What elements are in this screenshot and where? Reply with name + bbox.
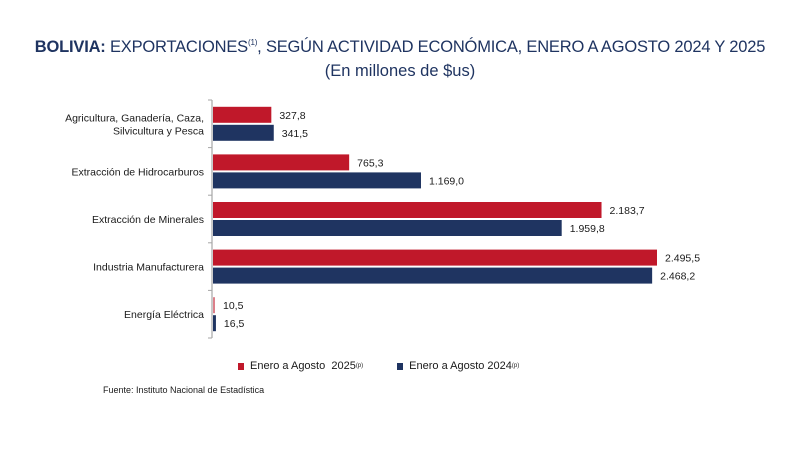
data-label: 2.468,2 — [660, 271, 695, 283]
bar-2025 — [213, 154, 350, 171]
legend-note-2024: (p) — [511, 363, 520, 369]
title-footnote-mark: (1) — [247, 38, 258, 47]
bar-2024 — [213, 124, 274, 141]
category-label: Silvicultura y Pesca — [113, 125, 204, 137]
data-label: 341,5 — [282, 128, 308, 140]
bar-2024 — [213, 220, 562, 236]
category-label: Industria Manufacturera — [93, 262, 204, 274]
category-label: Energía Eléctrica — [124, 309, 204, 321]
data-label: 1.169,0 — [429, 175, 464, 187]
legend-item-2024: Enero a Agosto 2024 (p) — [397, 360, 519, 372]
bar-2024 — [213, 172, 421, 189]
legend-swatch-2024 — [397, 362, 404, 370]
data-label: 10,5 — [223, 300, 244, 312]
category-label: Extracción de Hidrocarburos — [72, 166, 204, 178]
bar-2025 — [213, 249, 657, 266]
bar-2025 — [213, 202, 602, 218]
bar-2025 — [213, 297, 215, 314]
category-label: Agricultura, Ganadería, Caza, — [65, 112, 204, 124]
title-tail: , SEGÚN ACTIVIDAD ECONÓMICA, ENERO A AGO… — [257, 38, 766, 56]
data-label: 16,5 — [224, 318, 245, 330]
source-note: Fuente: Instituto Nacional de Estadístic… — [103, 385, 265, 395]
legend: Enero a Agosto 2025 (p) Enero a Agosto 20… — [238, 360, 519, 372]
data-label: 2.495,5 — [665, 253, 700, 265]
category-label: Extracción de Minerales — [92, 214, 204, 226]
chart-subtitle: (En millones de $us) — [324, 62, 476, 80]
data-label: 327,8 — [279, 110, 305, 122]
legend-item-2025: Enero a Agosto 2025 (p) — [238, 360, 363, 372]
bar-2024 — [213, 315, 216, 332]
chart-title: BOLIVIA: EXPORTACIONES(1), SEGÚN ACTIVID… — [0, 38, 800, 57]
legend-swatch-2025 — [238, 362, 244, 370]
legend-label-2024: Enero a Agosto 2024 — [409, 360, 512, 372]
data-label: 765,3 — [357, 157, 383, 169]
title-country: BOLIVIA: — [34, 38, 106, 56]
data-label: 1.959,8 — [570, 223, 605, 235]
legend-label-2025: Enero a Agosto 2025 — [250, 360, 356, 372]
legend-note-2025: (p) — [355, 363, 364, 369]
data-label: 2.183,7 — [610, 205, 645, 217]
bar-2025 — [213, 106, 272, 123]
title-main: EXPORTACIONES — [105, 38, 248, 56]
bar-2024 — [213, 267, 653, 284]
